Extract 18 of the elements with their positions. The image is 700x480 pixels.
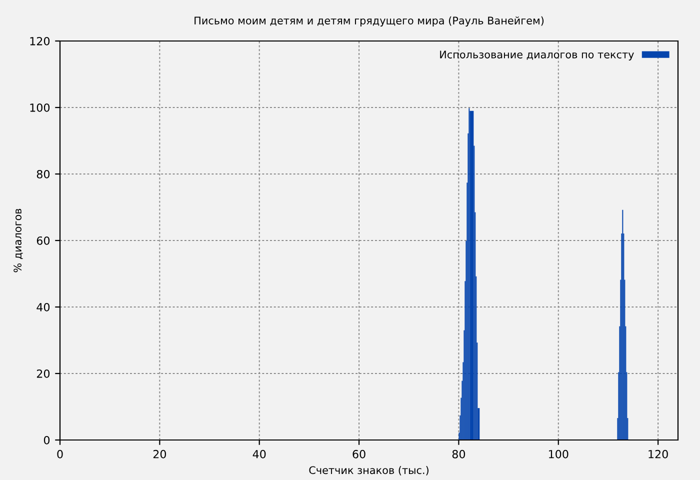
y-tick-label: 0 xyxy=(44,436,50,444)
x-tick-label: 100 xyxy=(549,450,568,458)
legend-label: Использование диалогов по тексту xyxy=(440,50,634,60)
x-axis-title: Счетчик знаков (тыс.) xyxy=(309,466,428,476)
x-tick-label: 0 xyxy=(57,450,63,458)
y-tick-label: 40 xyxy=(36,302,50,312)
x-tick-label: 80 xyxy=(452,450,466,458)
y-tick-label: 100 xyxy=(30,103,50,112)
y-tick-label: 80 xyxy=(36,170,50,178)
x-tick-label: 120 xyxy=(648,450,668,458)
x-tick-label: 40 xyxy=(252,450,266,458)
y-tick-label: 20 xyxy=(36,369,50,378)
x-tick-label: 20 xyxy=(153,450,166,458)
y-tick-label: 120 xyxy=(30,36,50,46)
x-tick-label: 60 xyxy=(352,450,366,458)
y-axis-title: % диалогов xyxy=(14,208,23,272)
y-tick-label: 60 xyxy=(36,236,50,245)
chart-title: Письмо моим детям и детям грядущего мира (Рауль Ванейгем) xyxy=(194,16,544,26)
